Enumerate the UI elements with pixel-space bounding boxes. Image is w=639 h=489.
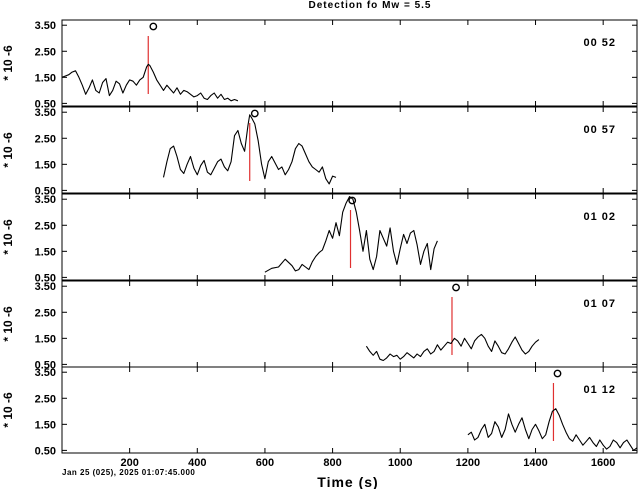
panel-frame	[61, 193, 638, 281]
panel-time-label: 01 07	[583, 298, 616, 310]
y-tick-label: 2.50	[35, 307, 56, 319]
y-tick-label: 1.50	[35, 72, 56, 84]
panel-frame	[61, 19, 638, 107]
timestamp: Jan 25 (025), 2025 01:07:45.000	[62, 468, 195, 477]
x-tick-label: 1600	[591, 457, 615, 469]
panel-frame	[61, 106, 638, 194]
panel-frame	[61, 280, 638, 368]
y-tick-label: 2.50	[35, 220, 56, 232]
y-tick-label: 1.50	[35, 333, 56, 345]
chart-title: Detection fo Mw = 5.5	[309, 0, 432, 11]
waveform-trace	[61, 63, 239, 102]
panels: 3.50 2.50 1.50 0.50 * 10 -6 00 52 3.50 2.50 1.50…	[1, 19, 638, 457]
waveform-trace	[264, 196, 438, 273]
detection-marker	[553, 369, 562, 378]
y-axis-label: * 10 -6	[1, 45, 15, 81]
y-tick-label: 1.50	[35, 419, 56, 431]
detection-marker	[149, 22, 158, 31]
y-tick-label: 1.50	[35, 246, 56, 258]
panel-5: 3.50 2.50 1.50 0.50 * 10 -6 01 12	[1, 366, 638, 457]
y-tick-label: 0.50	[35, 272, 56, 284]
waveform-trace	[162, 114, 337, 185]
detection-marker	[452, 283, 460, 292]
y-tick-label: 2.50	[35, 46, 56, 58]
y-tick-label: 0.50	[35, 98, 56, 110]
y-tick-label: 2.50	[35, 393, 56, 405]
panel-3: 3.50 2.50 1.50 0.50 * 10 -6 01 02	[1, 193, 638, 284]
y-tick-label: 3.50	[35, 367, 56, 379]
y-axis-label: * 10 -6	[1, 132, 15, 168]
y-tick-label: 3.50	[35, 281, 56, 293]
waveform-trace	[467, 408, 638, 451]
y-axis-label: * 10 -6	[1, 219, 15, 255]
x-tick-label: 1400	[523, 457, 547, 469]
y-axis-label: * 10 -6	[1, 306, 15, 342]
panel-frame	[61, 366, 638, 454]
detection-marker	[348, 196, 357, 205]
y-tick-label: 0.50	[35, 359, 56, 371]
x-axis-label: Time (s)	[317, 474, 378, 489]
x-tick-label: 1000	[388, 457, 412, 469]
panel-time-label: 01 02	[583, 211, 616, 223]
y-axis-label: * 10 -6	[1, 392, 15, 428]
waveform-trace	[365, 333, 540, 362]
y-tick-label: 3.50	[35, 194, 56, 206]
panel-4: 3.50 2.50 1.50 0.50 * 10 -6 01 07	[1, 280, 638, 371]
panel-time-label: 00 52	[583, 37, 616, 49]
x-tick-label: 1200	[456, 457, 480, 469]
panel-time-label: 01 12	[583, 384, 616, 396]
y-tick-label: 1.50	[35, 159, 56, 171]
panel-2: 3.50 2.50 1.50 0.50 * 10 -6 00 57	[1, 106, 638, 197]
x-tick-label: 600	[256, 457, 274, 469]
panel-time-label: 00 57	[583, 124, 616, 136]
y-tick-label: 3.50	[35, 107, 56, 119]
x-tick-label: 400	[188, 457, 206, 469]
y-tick-label: 2.50	[35, 133, 56, 145]
y-tick-label: 0.50	[35, 445, 56, 457]
y-tick-label: 3.50	[35, 20, 56, 32]
detection-marker	[250, 109, 259, 118]
x-tick-label: 200	[120, 457, 138, 469]
x-axis: 200 400 600 800 1000 1200 1400 1600	[120, 457, 615, 469]
y-tick-label: 0.50	[35, 185, 56, 197]
x-tick-label: 800	[323, 457, 341, 469]
panel-1: 3.50 2.50 1.50 0.50 * 10 -6 00 52	[1, 19, 638, 110]
